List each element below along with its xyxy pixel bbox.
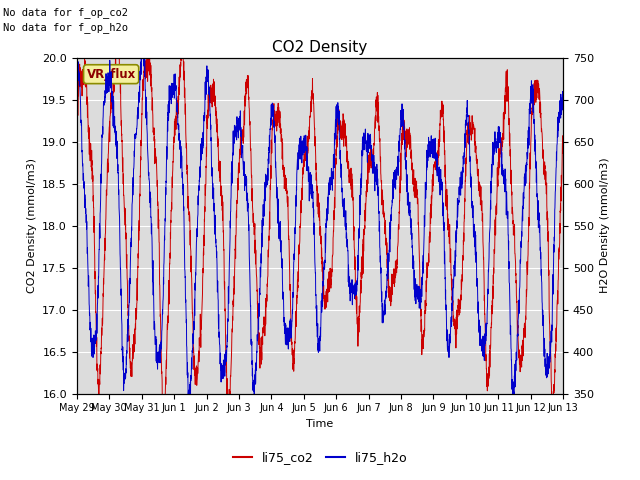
li75_co2 (474, 182, 482, 188)
Y-axis label: H2O Density (mmol/m3): H2O Density (mmol/m3) (600, 158, 610, 293)
li75_co2 (228, 354, 236, 360)
li75_h2o (413, 284, 420, 290)
li75_co2 (413, 189, 420, 195)
li75_h2o (185, 407, 193, 412)
Line: li75_h2o: li75_h2o (77, 33, 563, 409)
Text: No data for f_op_co2: No data for f_op_co2 (3, 7, 128, 18)
Text: VR_flux: VR_flux (86, 68, 136, 81)
Line: li75_co2: li75_co2 (77, 32, 563, 419)
li75_co2 (381, 221, 389, 227)
li75_co2 (73, 131, 81, 137)
li75_co2 (113, 29, 120, 35)
li75_h2o (559, 98, 567, 104)
li75_co2 (559, 143, 567, 148)
li75_h2o (381, 296, 389, 302)
Text: No data for f_op_h2o: No data for f_op_h2o (3, 22, 128, 33)
li75_co2 (413, 178, 420, 184)
li75_co2 (160, 416, 168, 421)
Y-axis label: CO2 Density (mmol/m3): CO2 Density (mmol/m3) (27, 158, 36, 293)
li75_h2o (474, 299, 482, 305)
Title: CO2 Density: CO2 Density (273, 40, 367, 55)
li75_h2o (73, 64, 81, 70)
li75_h2o (228, 170, 236, 176)
Legend: li75_co2, li75_h2o: li75_co2, li75_h2o (228, 446, 412, 469)
X-axis label: Time: Time (307, 419, 333, 429)
li75_co2 (438, 113, 446, 119)
li75_h2o (138, 30, 146, 36)
li75_h2o (438, 194, 446, 200)
li75_h2o (413, 294, 420, 300)
